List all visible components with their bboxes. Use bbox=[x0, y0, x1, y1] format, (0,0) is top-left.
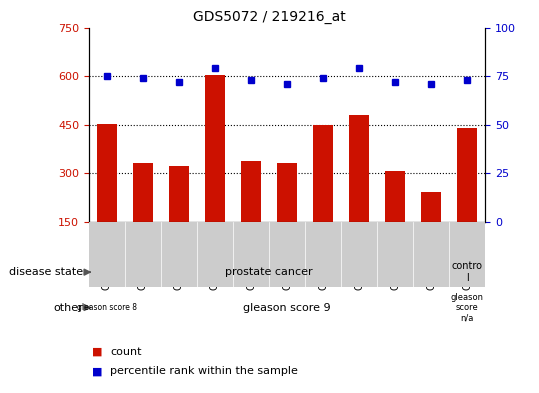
Text: disease state: disease state bbox=[9, 267, 84, 277]
Bar bbox=[197, 222, 233, 287]
Bar bbox=[89, 222, 125, 287]
Text: ■: ■ bbox=[92, 366, 102, 376]
Bar bbox=[377, 222, 413, 287]
Bar bbox=[421, 192, 441, 222]
Text: GDS5072 / 219216_at: GDS5072 / 219216_at bbox=[193, 10, 346, 24]
Bar bbox=[125, 222, 161, 287]
Bar bbox=[233, 222, 269, 287]
Text: other: other bbox=[54, 303, 84, 312]
Bar bbox=[305, 222, 341, 287]
Text: prostate cancer: prostate cancer bbox=[225, 267, 313, 277]
Text: gleason
score
n/a: gleason score n/a bbox=[451, 293, 483, 322]
Bar bbox=[457, 128, 477, 222]
Bar bbox=[277, 163, 297, 222]
Bar bbox=[385, 171, 405, 222]
Text: count: count bbox=[110, 347, 142, 357]
Text: gleason score 8: gleason score 8 bbox=[77, 303, 137, 312]
Bar bbox=[169, 166, 189, 222]
Bar bbox=[161, 222, 197, 287]
Bar bbox=[97, 124, 117, 222]
Bar bbox=[449, 222, 485, 287]
Bar bbox=[205, 75, 225, 222]
Bar bbox=[133, 163, 153, 222]
Bar bbox=[349, 115, 369, 222]
Bar bbox=[241, 162, 261, 222]
Bar bbox=[341, 222, 377, 287]
Text: percentile rank within the sample: percentile rank within the sample bbox=[110, 366, 299, 376]
Text: gleason score 9: gleason score 9 bbox=[243, 303, 331, 312]
Bar bbox=[413, 222, 449, 287]
Text: ■: ■ bbox=[92, 347, 102, 357]
Text: contro
l: contro l bbox=[452, 261, 482, 283]
Bar bbox=[313, 125, 333, 222]
Bar bbox=[269, 222, 305, 287]
